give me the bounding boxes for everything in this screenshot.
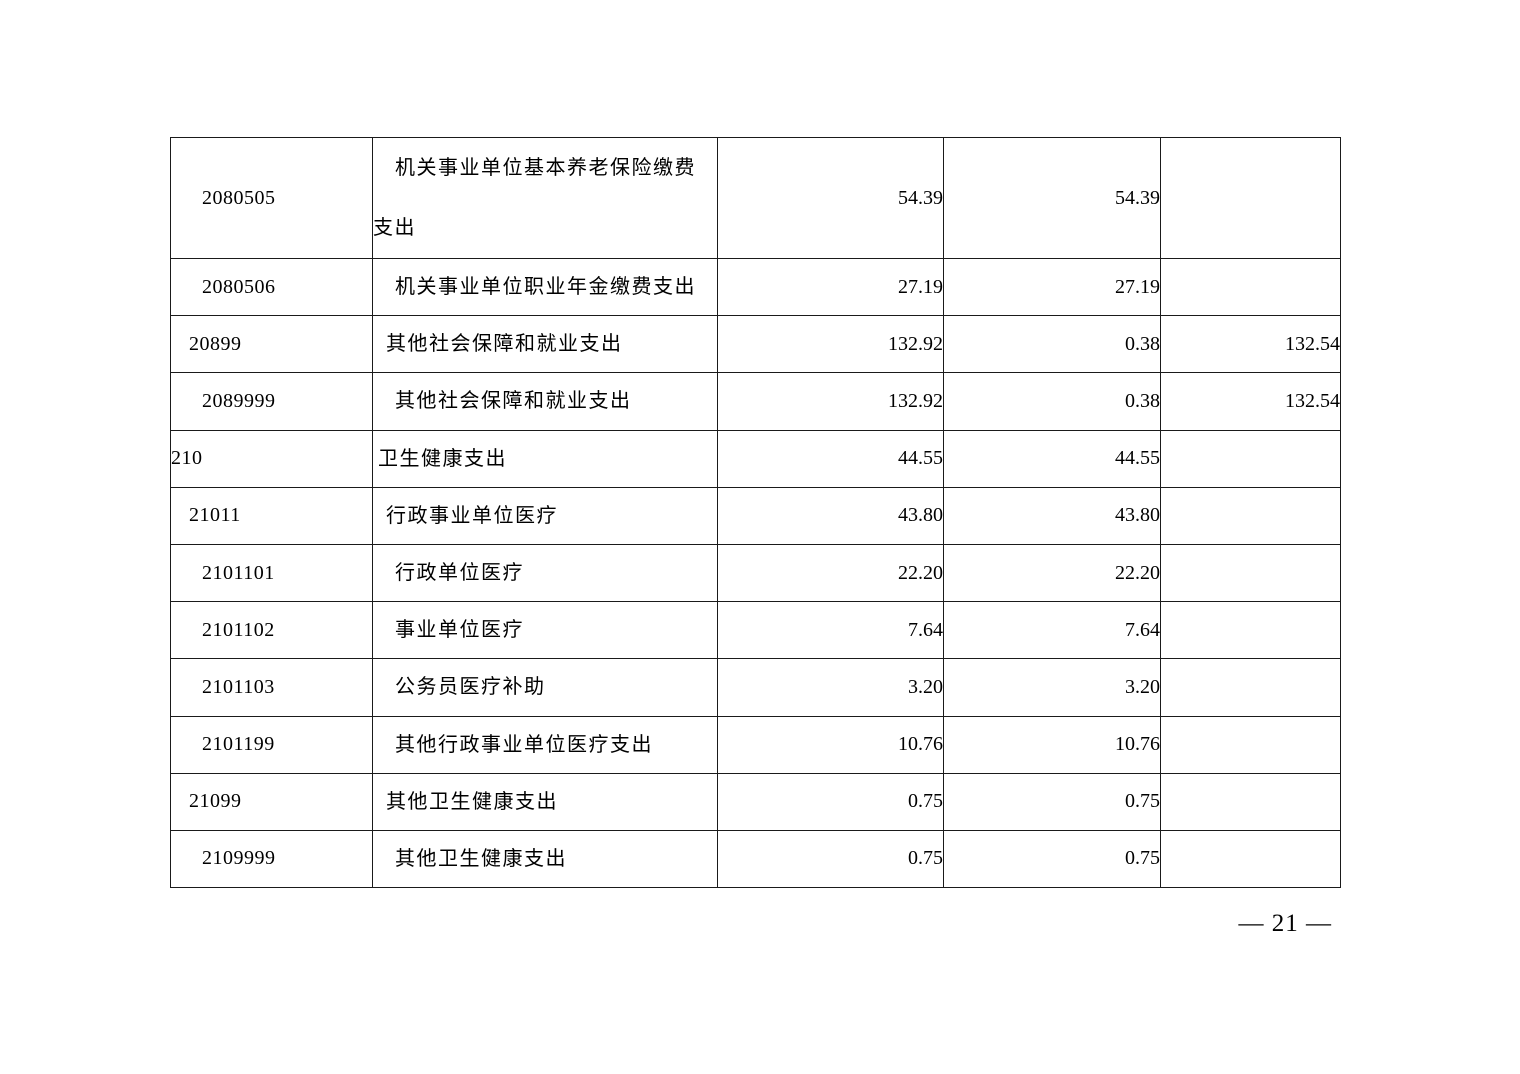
table-row: 2089999 其他社会保障和就业支出 132.92 0.38 132.54 — [170, 372, 1341, 431]
amount-cell-3 — [1160, 257, 1341, 317]
code-cell: 21099 — [170, 772, 373, 831]
amount-cell-2: 44.55 — [943, 429, 1161, 488]
amount-cell-1: 44.55 — [717, 429, 944, 488]
table-row: 2080506 机关事业单位职业年金缴费支出 27.19 27.19 — [170, 257, 1341, 317]
table-row: 2101101 行政单位医疗 22.20 22.20 — [170, 543, 1341, 603]
amount-cell-3 — [1160, 429, 1341, 488]
amount-cell-2: 54.39 — [943, 137, 1161, 259]
amount-cell-1: 0.75 — [717, 829, 944, 889]
amount-cell-1: 7.64 — [717, 601, 944, 660]
amount-cell-2: 0.75 — [943, 829, 1161, 889]
amount-cell-1: 10.76 — [717, 715, 944, 774]
amount-cell-2: 27.19 — [943, 257, 1161, 317]
name-cell: 其他社会保障和就业支出 — [372, 315, 718, 374]
budget-table-body: 2080505 机关事业单位基本养老保险缴费支出 54.39 54.39 208… — [170, 137, 1341, 889]
amount-cell-2: 0.38 — [943, 315, 1161, 374]
amount-cell-2: 0.38 — [943, 372, 1161, 431]
name-cell: 事业单位医疗 — [372, 601, 718, 660]
amount-cell-3 — [1160, 658, 1341, 717]
code-cell: 2101103 — [170, 658, 373, 717]
amount-cell-1: 132.92 — [717, 315, 944, 374]
amount-cell-2: 43.80 — [943, 486, 1161, 545]
amount-cell-3 — [1160, 715, 1341, 774]
table-row: 21011 行政事业单位医疗 43.80 43.80 — [170, 486, 1341, 545]
code-cell: 2101199 — [170, 715, 373, 774]
table-row: 2109999 其他卫生健康支出 0.75 0.75 — [170, 829, 1341, 889]
amount-cell-2: 22.20 — [943, 543, 1161, 603]
table-row: 21099 其他卫生健康支出 0.75 0.75 — [170, 772, 1341, 831]
name-cell: 机关事业单位基本养老保险缴费支出 — [372, 137, 718, 259]
amount-cell-2: 10.76 — [943, 715, 1161, 774]
amount-cell-1: 27.19 — [717, 257, 944, 317]
amount-cell-3 — [1160, 137, 1341, 259]
table-row: 2101103 公务员医疗补助 3.20 3.20 — [170, 658, 1341, 717]
name-cell: 公务员医疗补助 — [372, 658, 718, 717]
table-row: 2101102 事业单位医疗 7.64 7.64 — [170, 601, 1341, 660]
code-cell: 20899 — [170, 315, 373, 374]
page-number: — 21 — — [1238, 910, 1332, 937]
code-cell: 2101102 — [170, 601, 373, 660]
code-cell: 2089999 — [170, 372, 373, 431]
code-cell: 2109999 — [170, 829, 373, 889]
amount-cell-3 — [1160, 772, 1341, 831]
amount-cell-2: 3.20 — [943, 658, 1161, 717]
name-cell: 其他卫生健康支出 — [372, 772, 718, 831]
table-row: 2080505 机关事业单位基本养老保险缴费支出 54.39 54.39 — [170, 137, 1341, 259]
amount-cell-1: 3.20 — [717, 658, 944, 717]
amount-cell-3 — [1160, 486, 1341, 545]
amount-cell-3: 132.54 — [1160, 315, 1341, 374]
code-cell: 2080506 — [170, 257, 373, 317]
code-cell: 2080505 — [170, 137, 373, 259]
amount-cell-1: 132.92 — [717, 372, 944, 431]
name-cell: 其他卫生健康支出 — [372, 829, 718, 889]
amount-cell-2: 0.75 — [943, 772, 1161, 831]
amount-cell-3 — [1160, 543, 1341, 603]
code-cell: 2101101 — [170, 543, 373, 603]
budget-table: 2080505 机关事业单位基本养老保险缴费支出 54.39 54.39 208… — [170, 137, 1341, 889]
name-cell: 其他社会保障和就业支出 — [372, 372, 718, 431]
name-cell: 机关事业单位职业年金缴费支出 — [372, 257, 718, 317]
amount-cell-1: 0.75 — [717, 772, 944, 831]
amount-cell-2: 7.64 — [943, 601, 1161, 660]
name-cell: 卫生健康支出 — [372, 429, 718, 488]
amount-cell-1: 43.80 — [717, 486, 944, 545]
code-cell: 210 — [170, 429, 373, 488]
amount-cell-3 — [1160, 601, 1341, 660]
table-row: 20899 其他社会保障和就业支出 132.92 0.38 132.54 — [170, 315, 1341, 374]
code-cell: 21011 — [170, 486, 373, 545]
amount-cell-3 — [1160, 829, 1341, 889]
name-cell: 其他行政事业单位医疗支出 — [372, 715, 718, 774]
amount-cell-1: 54.39 — [717, 137, 944, 259]
table-row: 210 卫生健康支出 44.55 44.55 — [170, 429, 1341, 488]
amount-cell-1: 22.20 — [717, 543, 944, 603]
name-cell: 行政事业单位医疗 — [372, 486, 718, 545]
name-cell: 行政单位医疗 — [372, 543, 718, 603]
amount-cell-3: 132.54 — [1160, 372, 1341, 431]
table-row: 2101199 其他行政事业单位医疗支出 10.76 10.76 — [170, 715, 1341, 774]
